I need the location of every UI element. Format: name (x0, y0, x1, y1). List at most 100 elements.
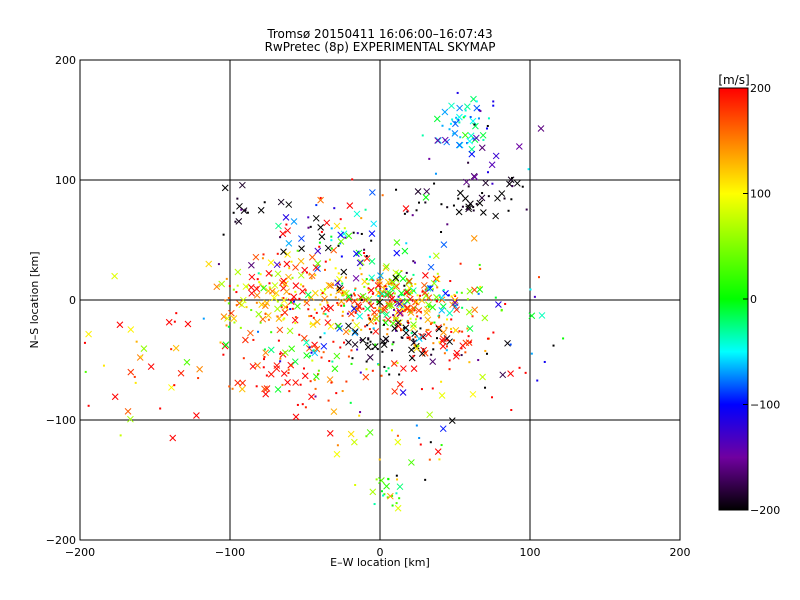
data-point-dot (217, 263, 220, 266)
data-point-cross (388, 302, 396, 310)
cross-stroke (415, 307, 423, 314)
data-point-cross (439, 303, 447, 310)
cross-stroke (506, 180, 513, 188)
data-point-dot (424, 288, 427, 291)
data-point-dot (383, 342, 386, 345)
data-point-dot (370, 239, 373, 242)
data-point-dot (460, 347, 463, 350)
data-point-dot (318, 241, 321, 244)
data-point-dot (309, 322, 312, 325)
data-point-dot (360, 217, 363, 220)
data-point-dot (419, 294, 422, 297)
data-point-dot (448, 359, 451, 362)
cross-stroke (317, 196, 324, 204)
data-point-cross (280, 370, 288, 377)
data-point-dot (461, 306, 464, 309)
cross-stroke (412, 342, 420, 350)
cross-stroke (273, 365, 281, 373)
cross-stroke (318, 233, 326, 241)
cross-stroke (304, 291, 312, 299)
data-point-dot (343, 304, 346, 307)
cross-stroke (281, 309, 289, 316)
data-point-cross (507, 176, 515, 184)
colorbar-tick-label: 100 (750, 188, 771, 201)
data-point-dot (425, 328, 428, 331)
data-point-cross (314, 260, 322, 267)
data-point-cross (439, 335, 447, 343)
data-point-cross (285, 201, 293, 208)
data-point-dot (418, 201, 421, 204)
cross-stroke (403, 289, 411, 296)
cross-stroke (420, 281, 428, 289)
data-point-cross (299, 288, 306, 295)
cross-stroke (347, 430, 355, 438)
cross-stroke (405, 277, 413, 285)
y-tick-label: 0 (69, 294, 76, 307)
data-point-dot (391, 281, 394, 284)
data-point-dot (294, 322, 297, 325)
cross-stroke (248, 273, 256, 281)
data-point-cross (280, 297, 288, 304)
data-point-dot (360, 298, 363, 301)
cross-stroke (368, 230, 376, 238)
data-point-cross (297, 271, 305, 279)
data-point-dot (368, 318, 371, 321)
cross-stroke (352, 274, 360, 282)
data-point-dot (363, 248, 366, 251)
data-point-cross (386, 492, 394, 500)
data-point-cross (343, 289, 350, 297)
data-point-dot (317, 369, 320, 372)
data-point-dot (382, 494, 385, 497)
data-point-dot (87, 404, 90, 407)
data-point-cross (396, 309, 404, 317)
data-point-cross (408, 459, 415, 466)
data-point-cross (372, 328, 380, 335)
cross-stroke (183, 358, 191, 366)
cross-stroke (136, 354, 144, 361)
data-point-dot (351, 357, 354, 360)
data-point-dot (262, 366, 265, 369)
cross-stroke (398, 289, 405, 297)
data-point-dot (471, 315, 474, 318)
data-point-dot (414, 336, 417, 339)
cross-stroke (359, 336, 367, 344)
cross-stroke (303, 339, 310, 346)
data-point-cross (308, 393, 315, 401)
data-point-dot (396, 361, 399, 364)
data-point-cross (353, 321, 360, 329)
data-point-cross (327, 323, 335, 330)
data-point-dot (337, 303, 340, 306)
cross-stroke (254, 361, 261, 369)
data-point-dot (309, 380, 312, 383)
data-point-dot (407, 321, 410, 324)
data-point-dot (349, 401, 352, 404)
data-point-dot (367, 287, 370, 290)
data-point-dot (322, 351, 325, 354)
data-point-dot (450, 327, 453, 330)
cross-stroke (426, 411, 434, 419)
data-point-dot (357, 298, 360, 301)
data-point-cross (277, 198, 285, 206)
data-point-cross (398, 300, 406, 308)
data-point-dot (352, 231, 355, 234)
data-point-cross (340, 268, 348, 276)
data-point-dot (440, 203, 443, 206)
data-point-dot (406, 336, 409, 339)
cross-stroke (459, 342, 467, 350)
cross-stroke (402, 205, 410, 212)
cross-stroke (184, 320, 192, 328)
data-point-dot (383, 365, 386, 368)
data-point-cross (446, 309, 454, 317)
cross-stroke (499, 371, 507, 379)
cross-stroke (111, 272, 118, 280)
cross-stroke (270, 294, 278, 302)
cross-stroke (336, 284, 343, 292)
data-point-cross (324, 244, 332, 252)
cross-stroke (350, 305, 358, 312)
cross-stroke (432, 252, 440, 260)
data-point-dot (313, 308, 316, 311)
data-point-dot (255, 385, 258, 388)
cross-stroke (366, 354, 374, 361)
cross-stroke (376, 298, 384, 306)
data-point-dot (228, 385, 231, 388)
